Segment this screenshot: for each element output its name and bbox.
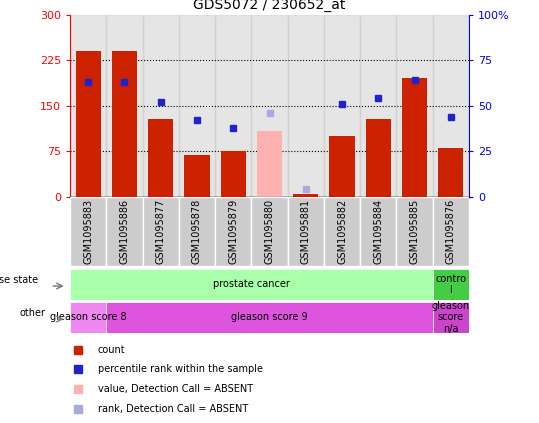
FancyBboxPatch shape xyxy=(70,269,433,300)
Text: gleason score 9: gleason score 9 xyxy=(231,313,308,322)
Text: gleason score 8: gleason score 8 xyxy=(50,313,127,322)
Bar xyxy=(257,131,282,197)
Text: GSM1095883: GSM1095883 xyxy=(83,199,93,264)
FancyBboxPatch shape xyxy=(433,302,469,333)
Text: GSM1095876: GSM1095876 xyxy=(446,199,456,264)
FancyBboxPatch shape xyxy=(106,197,143,266)
Text: percentile rank within the sample: percentile rank within the sample xyxy=(98,364,263,374)
Bar xyxy=(365,119,391,197)
FancyBboxPatch shape xyxy=(179,197,215,266)
Title: GDS5072 / 230652_at: GDS5072 / 230652_at xyxy=(194,0,345,12)
Bar xyxy=(433,15,469,197)
Text: GSM1095885: GSM1095885 xyxy=(410,199,419,264)
Bar xyxy=(251,15,288,197)
Bar xyxy=(215,15,251,197)
Bar xyxy=(396,15,433,197)
Bar xyxy=(288,15,324,197)
Bar xyxy=(70,15,106,197)
FancyBboxPatch shape xyxy=(396,197,433,266)
Bar xyxy=(148,119,174,197)
Text: GSM1095879: GSM1095879 xyxy=(228,199,238,264)
Text: count: count xyxy=(98,345,126,354)
FancyBboxPatch shape xyxy=(288,197,324,266)
FancyBboxPatch shape xyxy=(70,302,106,333)
Bar xyxy=(179,15,215,197)
Bar xyxy=(143,15,179,197)
Text: value, Detection Call = ABSENT: value, Detection Call = ABSENT xyxy=(98,384,253,394)
Bar xyxy=(112,51,137,197)
FancyBboxPatch shape xyxy=(360,197,396,266)
FancyBboxPatch shape xyxy=(251,197,288,266)
Bar xyxy=(293,194,319,197)
Bar xyxy=(220,151,246,197)
Bar xyxy=(360,15,396,197)
Bar xyxy=(438,148,464,197)
Text: other: other xyxy=(19,308,45,318)
Text: gleason
score
n/a: gleason score n/a xyxy=(432,301,470,334)
Text: GSM1095878: GSM1095878 xyxy=(192,199,202,264)
Text: GSM1095877: GSM1095877 xyxy=(156,199,165,264)
Bar xyxy=(184,156,210,197)
Text: disease state: disease state xyxy=(0,275,39,285)
Text: GSM1095884: GSM1095884 xyxy=(374,199,383,264)
Text: rank, Detection Call = ABSENT: rank, Detection Call = ABSENT xyxy=(98,404,248,414)
FancyBboxPatch shape xyxy=(70,197,106,266)
Bar xyxy=(106,15,143,197)
Text: GSM1095886: GSM1095886 xyxy=(120,199,129,264)
Bar xyxy=(402,79,427,197)
Bar xyxy=(75,51,101,197)
Text: prostate cancer: prostate cancer xyxy=(213,280,290,289)
FancyBboxPatch shape xyxy=(324,197,360,266)
FancyBboxPatch shape xyxy=(106,302,433,333)
FancyBboxPatch shape xyxy=(433,269,469,300)
FancyBboxPatch shape xyxy=(433,197,469,266)
FancyBboxPatch shape xyxy=(143,197,179,266)
Bar xyxy=(324,15,360,197)
Text: GSM1095881: GSM1095881 xyxy=(301,199,311,264)
FancyBboxPatch shape xyxy=(215,197,251,266)
Text: GSM1095882: GSM1095882 xyxy=(337,199,347,264)
Text: GSM1095880: GSM1095880 xyxy=(265,199,274,264)
Bar xyxy=(329,136,355,197)
Text: contro
l: contro l xyxy=(436,274,466,295)
